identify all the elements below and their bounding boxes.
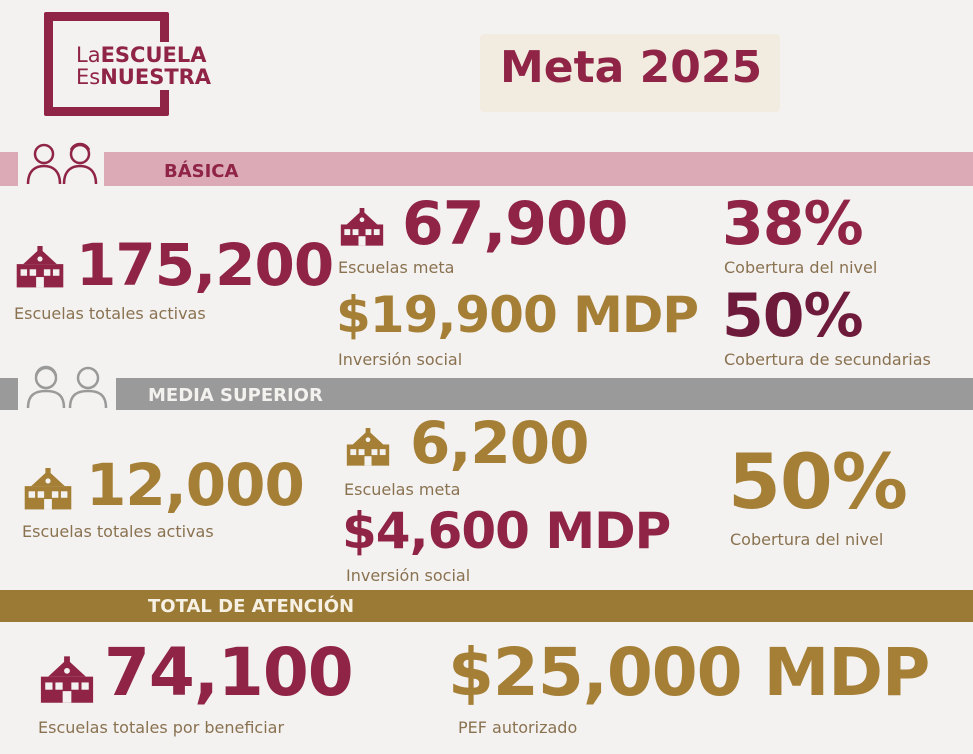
- media-investment-value: $4,600 MDP: [342, 502, 671, 560]
- total-bar: [0, 590, 973, 622]
- media-meta-label: Escuelas meta: [344, 480, 461, 499]
- media-coverage-label: Cobertura del nivel: [730, 530, 884, 549]
- basica-meta-value: 67,900: [402, 189, 629, 259]
- media-bar: [0, 378, 973, 410]
- logo-line1-b: ESCUELA: [100, 43, 207, 67]
- basica-coverage-value: 38%: [722, 189, 864, 259]
- total-pef-value: $25,000 MDP: [448, 634, 930, 711]
- logo-line2-b: NUESTRA: [100, 65, 212, 89]
- logo-line2-a: Es: [76, 65, 101, 89]
- basica-coverage-label: Cobertura del nivel: [724, 258, 878, 277]
- basica-bar: [0, 152, 973, 186]
- basica-meta-label: Escuelas meta: [338, 258, 455, 277]
- children-icon: [24, 140, 102, 186]
- media-total-value: 12,000: [86, 451, 305, 519]
- basica-investment-value: $19,900 MDP: [336, 286, 699, 344]
- total-schools-value: 74,100: [104, 634, 354, 711]
- media-investment-label: Inversión social: [346, 566, 471, 585]
- basica-secondary-value: 50%: [722, 281, 864, 351]
- students-icon: [24, 364, 114, 410]
- media-total-label: Escuelas totales activas: [22, 522, 214, 541]
- school-icon: [338, 208, 386, 248]
- total-schools-label: Escuelas totales por beneficiar: [38, 718, 285, 737]
- school-icon: [344, 428, 392, 468]
- basica-total-label: Escuelas totales activas: [14, 304, 206, 323]
- total-pef-label: PEF autorizado: [458, 718, 578, 737]
- media-label: MEDIA SUPERIOR: [148, 385, 323, 406]
- page-title: Meta 2025: [500, 42, 763, 93]
- basica-total-value: 175,200: [76, 231, 334, 299]
- logo: LaESCUELA EsNUESTRA: [72, 42, 216, 90]
- school-icon: [38, 656, 96, 706]
- school-icon: [22, 468, 74, 512]
- title-box: [480, 34, 780, 112]
- school-icon: [14, 246, 66, 290]
- logo-line1-a: La: [76, 43, 101, 67]
- basica-secondary-label: Cobertura de secundarias: [724, 350, 931, 369]
- media-icon-bg: [18, 362, 116, 412]
- basica-investment-label: Inversión social: [338, 350, 463, 369]
- media-coverage-value: 50%: [728, 437, 908, 526]
- media-meta-value: 6,200: [410, 409, 589, 477]
- basica-label: BÁSICA: [164, 161, 239, 182]
- basica-icon-bg: [18, 138, 104, 188]
- total-label: TOTAL DE ATENCIÓN: [148, 596, 355, 617]
